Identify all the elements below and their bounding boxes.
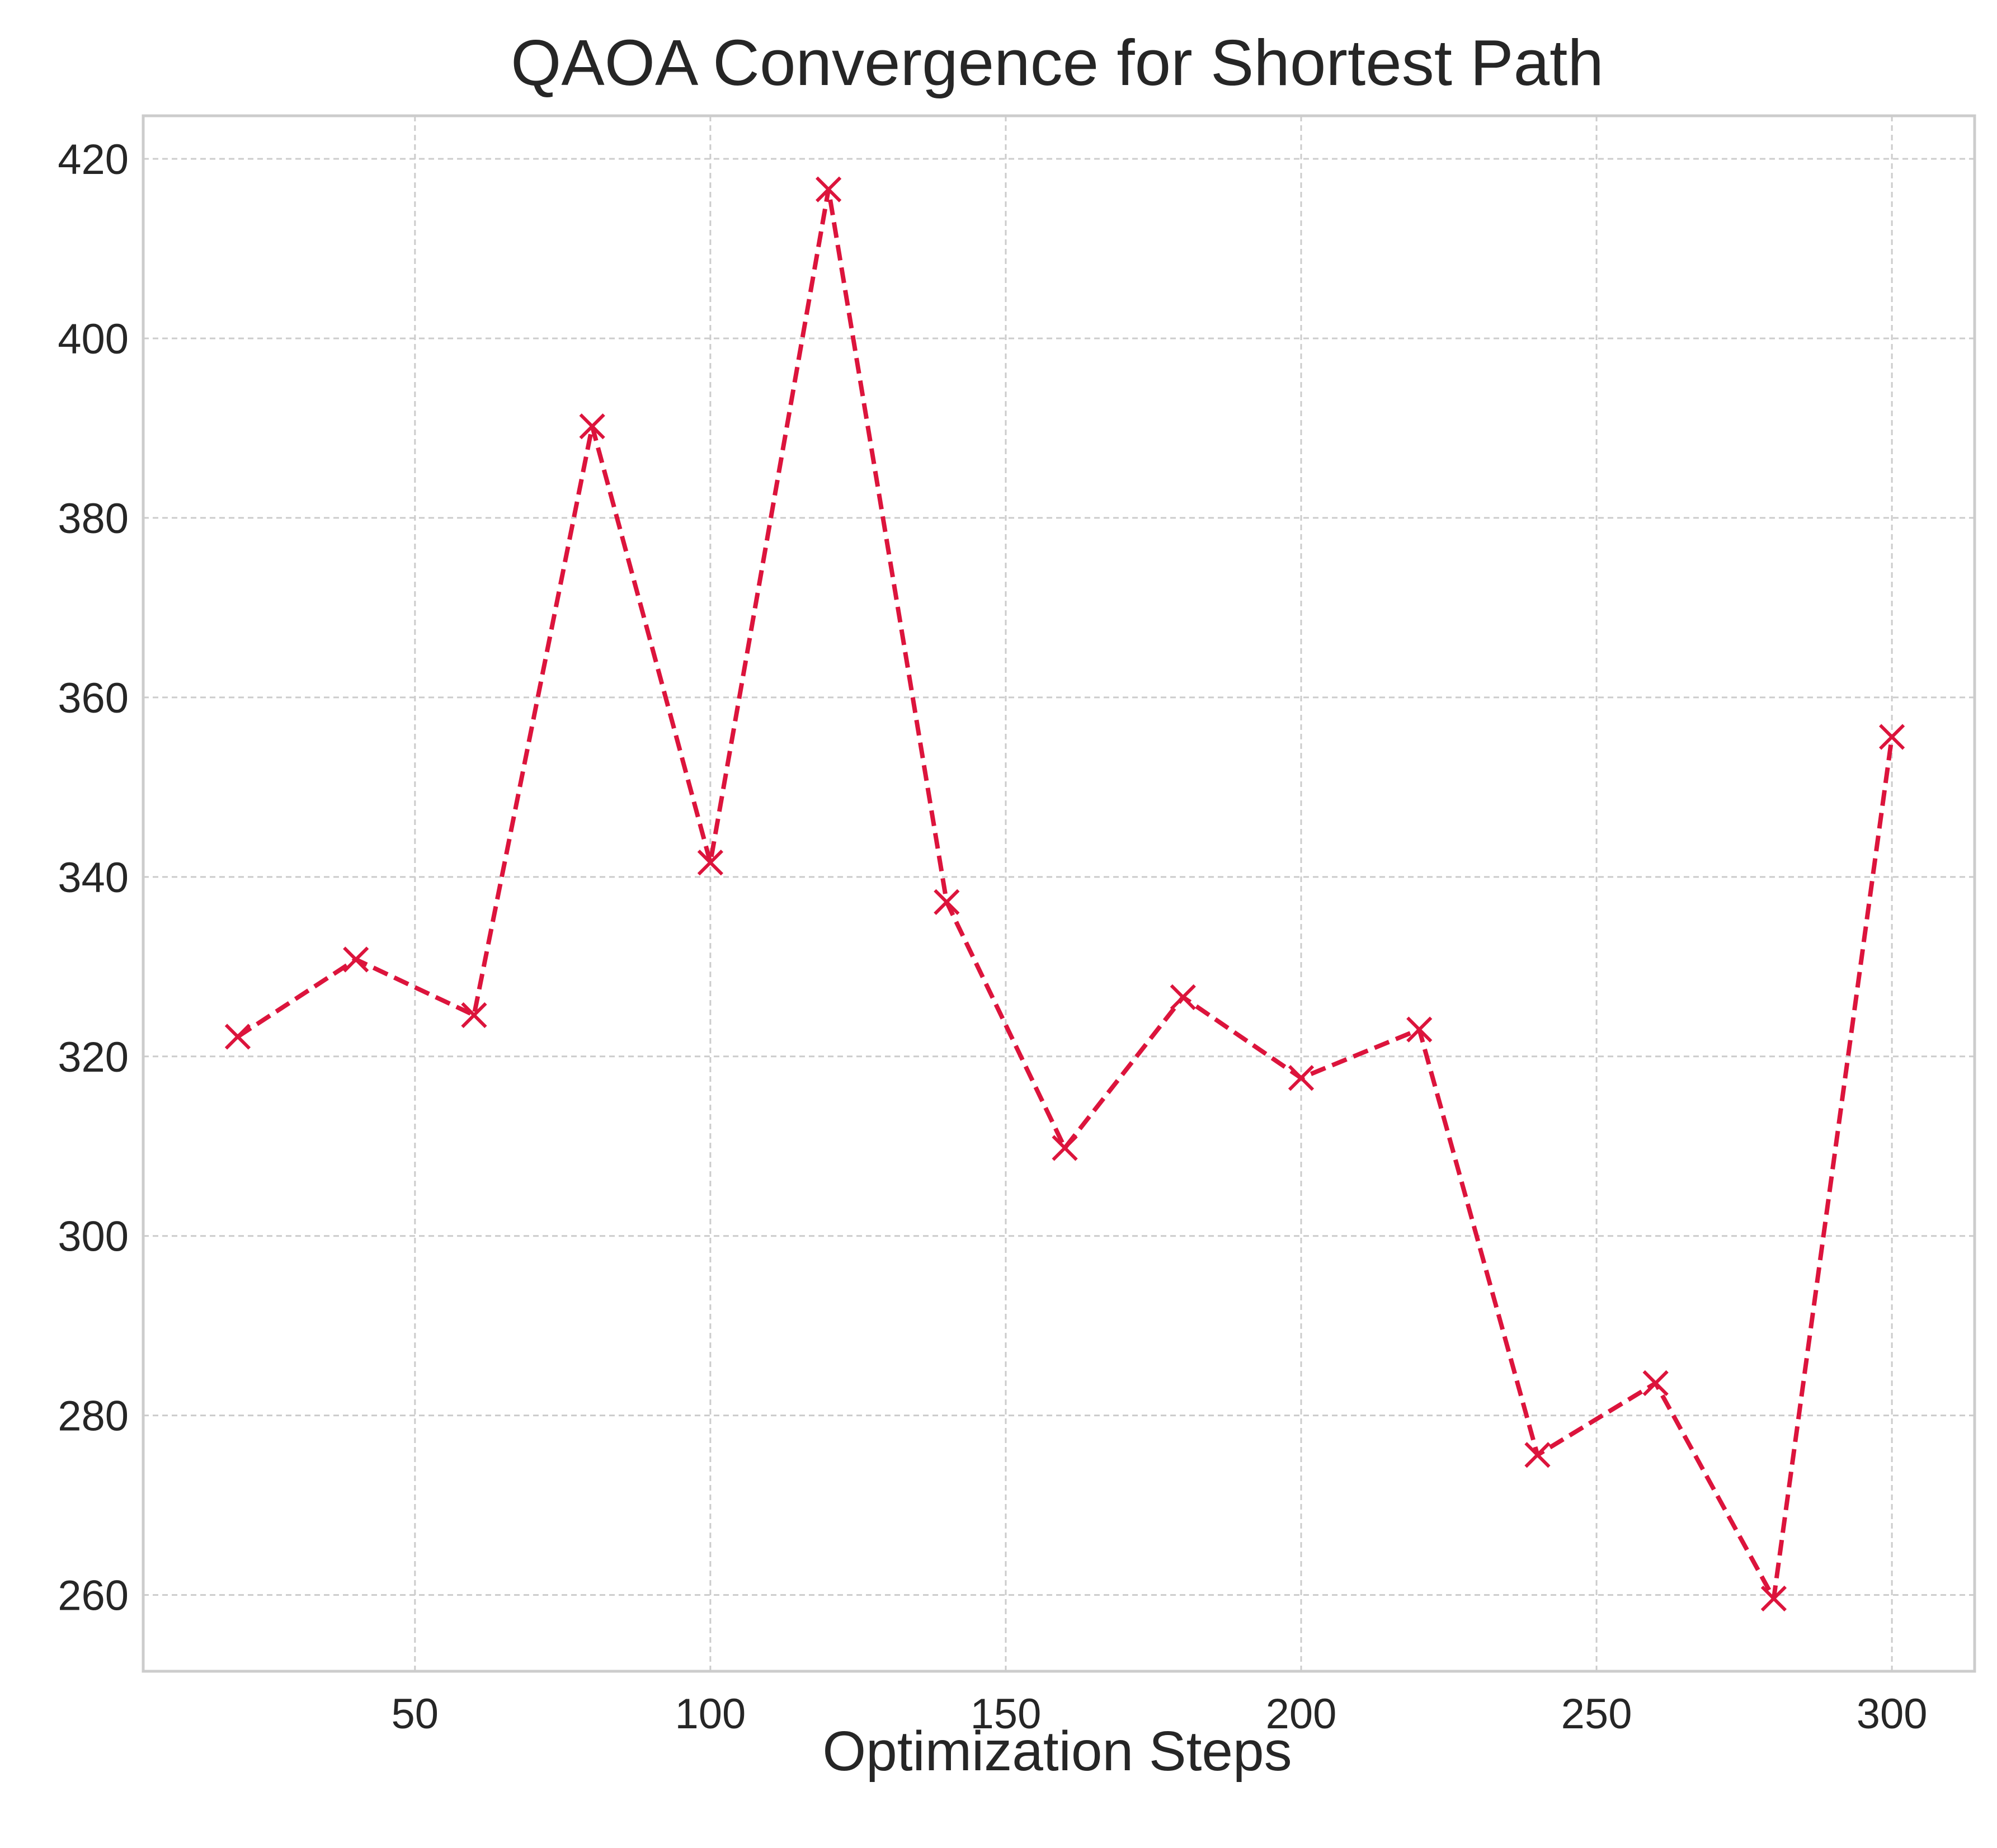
data-point (1760, 1585, 1787, 1612)
data-point (1170, 984, 1196, 1010)
data-point (1288, 1065, 1315, 1091)
x-tick-labels: 50 100 150 200 250 300 (392, 1690, 1928, 1738)
x-tick-label: 200 (1266, 1690, 1337, 1738)
data-point (815, 176, 842, 202)
x-tick-label: 100 (675, 1690, 746, 1738)
data-point (579, 413, 605, 440)
y-tick-label: 420 (58, 136, 129, 183)
series-line (236, 187, 1895, 1601)
data-point (1052, 1135, 1078, 1161)
y-tick-labels: 260 280 300 320 340 360 380 400 420 (58, 136, 129, 1620)
plot-frame (142, 114, 1976, 1673)
y-tick-label: 320 (58, 1034, 129, 1081)
data-point (697, 850, 724, 876)
grid (143, 116, 1975, 1671)
y-tick-label: 360 (58, 675, 129, 722)
x-tick-label: 50 (392, 1690, 439, 1738)
data-point (1406, 1016, 1433, 1043)
y-tick-label: 400 (58, 315, 129, 363)
x-axis-label: Optimization Steps (822, 1720, 1292, 1783)
data-point (1642, 1370, 1669, 1397)
series-group (224, 176, 1905, 1612)
chart-title: QAOA Convergence for Shortest Path (511, 26, 1604, 99)
data-point (934, 889, 960, 915)
data-point (461, 1002, 487, 1029)
y-tick-label: 280 (58, 1393, 129, 1440)
x-tick-label: 150 (971, 1690, 1042, 1738)
data-point (343, 946, 369, 973)
y-tick-label: 380 (58, 495, 129, 543)
y-tick-label: 300 (58, 1213, 129, 1261)
data-point (224, 1024, 251, 1050)
x-tick-label: 250 (1561, 1690, 1632, 1738)
y-tick-label: 340 (58, 854, 129, 902)
data-point (1879, 724, 1905, 750)
data-point (1524, 1442, 1551, 1468)
y-tick-label: 260 (58, 1572, 129, 1620)
x-tick-label: 300 (1857, 1690, 1928, 1738)
